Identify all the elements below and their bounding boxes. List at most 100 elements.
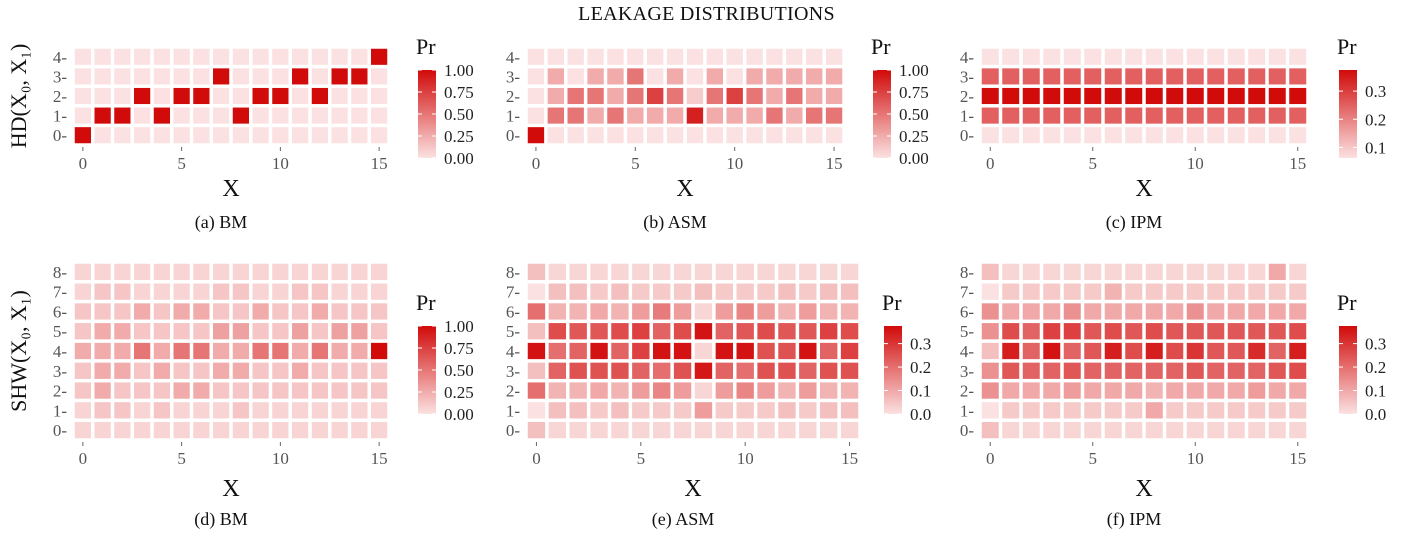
y-tick-label: 3-	[506, 362, 521, 381]
heatmap-cell	[173, 303, 190, 320]
x-tick-label: 15	[371, 154, 388, 173]
heatmap-cell	[331, 68, 348, 85]
heatmap-cell	[1043, 68, 1061, 85]
heatmap-cell	[114, 342, 131, 360]
heatmap-cell	[193, 68, 210, 85]
heatmap-cell	[757, 421, 775, 439]
y-tick-label: 4-	[960, 48, 975, 67]
heatmap-cell	[590, 283, 608, 300]
heatmap-cell	[1289, 303, 1307, 320]
y-tick-label: 1-	[506, 401, 521, 420]
heatmap-cell	[686, 127, 704, 144]
heatmap-cell	[252, 107, 269, 124]
heatmap-cell	[673, 402, 692, 419]
heatmap-cell	[311, 263, 328, 281]
heatmap-cell	[1104, 303, 1122, 320]
heatmap-cell	[981, 303, 999, 320]
heatmap-cell	[114, 107, 131, 124]
heatmap-cell	[981, 421, 999, 439]
y-tick-label: 2-	[506, 87, 521, 106]
heatmap-cell	[715, 342, 734, 360]
heatmap-cell	[1104, 127, 1122, 144]
heatmap-cell	[1002, 107, 1020, 124]
heatmap-cell	[647, 107, 664, 124]
heatmap-cell	[134, 68, 151, 85]
heatmap-cell	[272, 263, 289, 281]
colorbar-tick-label: 0.3	[910, 335, 931, 354]
heatmap-cell	[1207, 323, 1225, 340]
colorbar-tick-label: 0.0	[1365, 405, 1386, 424]
heatmap-cell	[114, 48, 131, 65]
heatmap-cell	[371, 107, 388, 124]
heatmap-cell	[272, 283, 289, 300]
heatmap-cell	[1084, 303, 1102, 320]
heatmap-cell	[213, 323, 230, 340]
heatmap-cell	[94, 402, 111, 419]
heatmap-cell	[153, 48, 170, 65]
heatmap-cell	[673, 263, 692, 281]
heatmap-cell	[134, 127, 151, 144]
y-tick-label: 5-	[506, 322, 521, 341]
heatmap-cell	[673, 323, 692, 340]
heatmap-cell	[1125, 402, 1143, 419]
heatmap-cell	[134, 323, 151, 340]
heatmap-cell	[1022, 362, 1040, 379]
heatmap-cell	[1125, 283, 1143, 300]
heatmap-cell	[806, 87, 823, 105]
heatmap-cell	[1166, 283, 1184, 300]
heatmap-cell	[1166, 87, 1184, 105]
heatmap-cell	[766, 127, 783, 144]
heatmap-cell	[799, 342, 817, 360]
heatmap-cell	[213, 382, 230, 399]
heatmap-cell	[1289, 402, 1307, 419]
heatmap-cell	[1145, 107, 1163, 124]
heatmap-cell	[1207, 263, 1225, 281]
heatmap-cell	[331, 127, 348, 144]
heatmap-cell	[567, 127, 584, 144]
heatmap-cell	[292, 342, 309, 360]
panel-caption: (b) ASM	[643, 212, 707, 233]
heatmap-cell	[778, 402, 796, 419]
x-tick-label: 5	[631, 154, 640, 173]
heatmap-cell	[311, 48, 328, 65]
heatmap-cell	[1248, 362, 1266, 379]
heatmap-cell	[548, 362, 567, 379]
heatmap-cell	[292, 303, 309, 320]
heatmap-cell	[1104, 402, 1122, 419]
heatmap-cell	[778, 303, 796, 320]
heatmap-cell	[825, 68, 843, 85]
heatmap-cell	[153, 87, 170, 105]
heatmap-cell	[252, 87, 269, 105]
heatmap-cell	[1207, 342, 1225, 360]
heatmap-cell	[94, 283, 111, 300]
heatmap-cell	[272, 87, 289, 105]
heatmap-cell	[232, 303, 249, 320]
heatmap-cell	[1248, 263, 1266, 281]
x-tick-label: 5	[637, 449, 646, 468]
heatmap-cell	[134, 303, 151, 320]
heatmap-cell	[736, 303, 754, 320]
heatmap-cell	[272, 68, 289, 85]
heatmap-cell	[213, 362, 230, 379]
heatmap-cell	[1125, 382, 1143, 399]
heatmap-cell	[331, 48, 348, 65]
heatmap-cell	[193, 342, 210, 360]
panel-6: 0-1-2-3-4-5-6-7-8- 0 5 10 15 X (f) IPM Pr 0.0 0.1…	[960, 263, 1386, 530]
heatmap-cell	[351, 362, 368, 379]
y-tick-label: 6-	[506, 302, 521, 321]
heatmap-cell	[1186, 342, 1204, 360]
heatmap-cell	[331, 303, 348, 320]
heatmap-cell	[272, 48, 289, 65]
x-tick-label: 15	[841, 449, 858, 468]
heatmap-cell	[1022, 303, 1040, 320]
heatmap-cell	[527, 382, 546, 399]
heatmap-cell	[1063, 402, 1081, 419]
heatmap-cell	[74, 263, 91, 281]
heatmap-cell	[74, 48, 91, 65]
heatmap-cell	[1043, 421, 1061, 439]
y-tick-label: 5-	[53, 322, 68, 341]
heatmap-cell	[193, 421, 210, 439]
heatmap-cell	[715, 362, 734, 379]
heatmap-cell	[173, 421, 190, 439]
heatmap-cell	[351, 303, 368, 320]
